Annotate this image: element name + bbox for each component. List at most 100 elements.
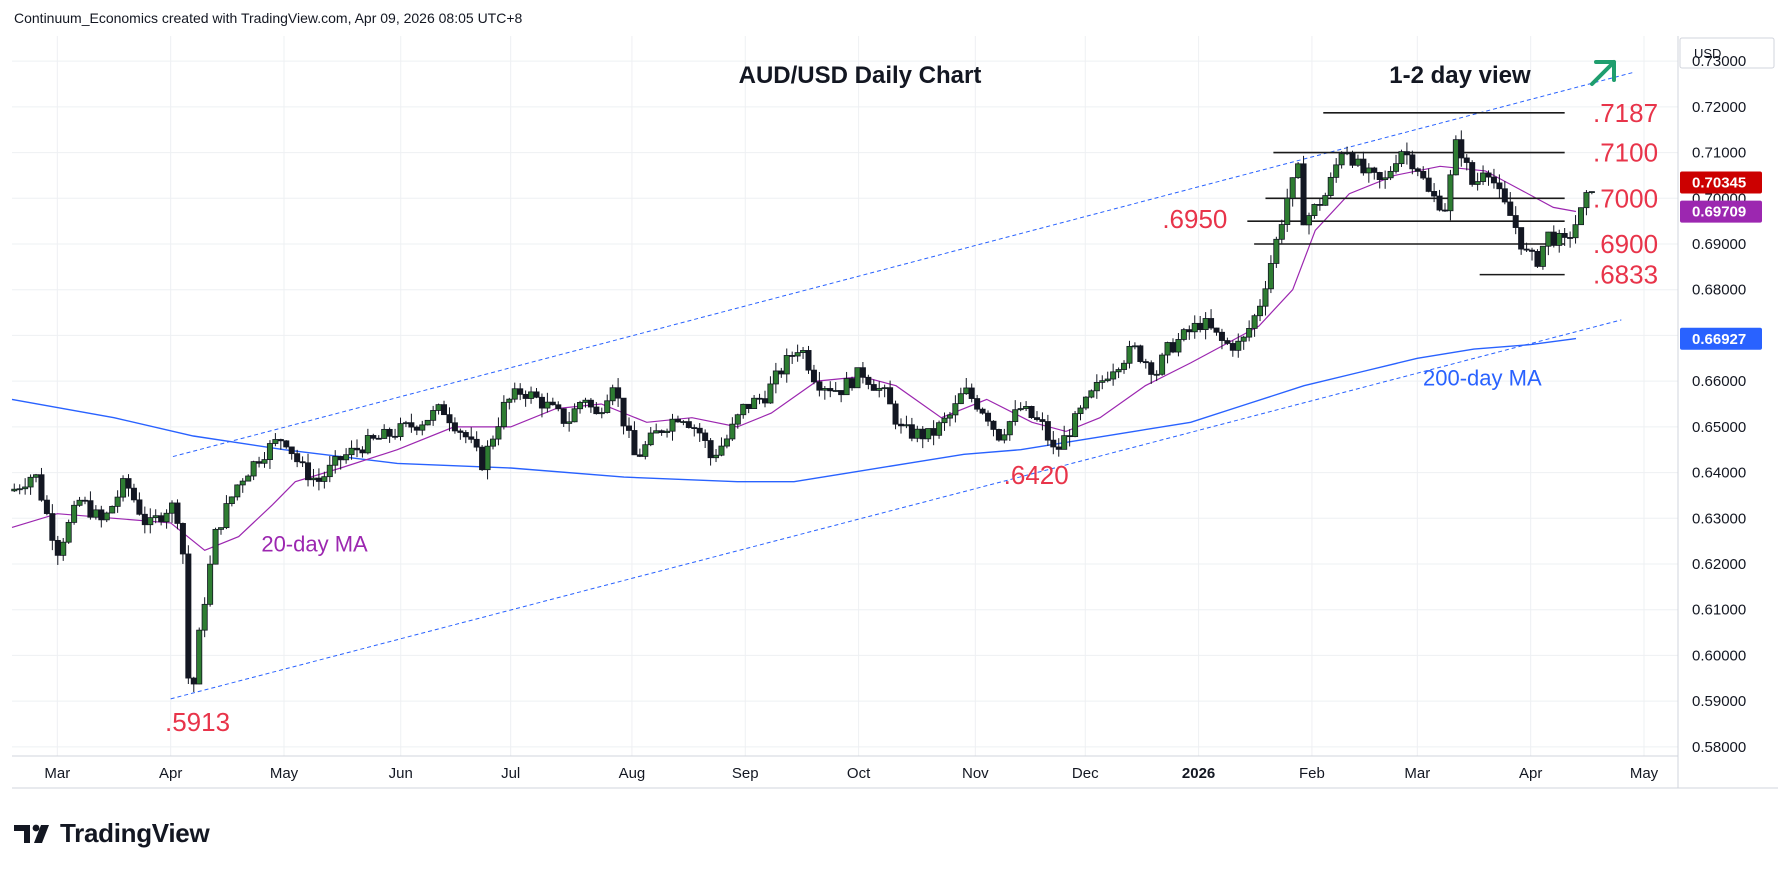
candle-up: [1295, 163, 1302, 179]
candle-down: [462, 432, 469, 438]
candle-up: [1284, 197, 1291, 225]
price-badge-label: 0.70345: [1692, 175, 1746, 192]
time-tick-label: Jul: [501, 765, 520, 782]
candle-up: [120, 478, 127, 498]
price-badge: 0.66927: [1680, 327, 1762, 350]
annotation-label: 20-day MA: [261, 532, 368, 557]
candle-up: [397, 423, 404, 438]
candle-up: [772, 370, 779, 385]
candlestick-series: [11, 130, 1595, 692]
candle-up: [566, 421, 573, 424]
candle-up: [239, 480, 246, 486]
price-axis[interactable]: USD 0.730000.720000.710000.700000.690000…: [1677, 36, 1775, 788]
candle-up: [1480, 172, 1487, 182]
candle-up: [957, 393, 964, 405]
candle-up: [1398, 151, 1405, 165]
candle-up: [1159, 354, 1166, 375]
candle-up: [881, 387, 888, 390]
annotation-label: .5913: [165, 707, 230, 737]
candle-up: [500, 401, 507, 428]
candle-up: [228, 496, 235, 504]
candle-down: [283, 440, 290, 448]
candle-down: [549, 401, 556, 406]
candle-up: [103, 512, 110, 521]
candle-down: [1148, 362, 1155, 375]
candle-down: [1529, 249, 1536, 252]
candle-down: [1458, 139, 1465, 159]
candle-down: [538, 396, 545, 409]
candle-up: [854, 367, 861, 389]
candle-up: [489, 438, 496, 447]
candle-up: [223, 503, 230, 529]
candle-down: [1229, 343, 1236, 351]
candle-down: [158, 515, 165, 523]
ma20-line: [11, 165, 1577, 551]
candle-up: [1251, 315, 1258, 329]
candle-down: [1169, 342, 1176, 353]
candle-up: [310, 477, 317, 481]
price-tick-label: 0.62000: [1692, 556, 1746, 573]
candle-up: [326, 464, 333, 478]
candle-up: [729, 423, 736, 440]
candle-up: [800, 350, 807, 353]
candle-up: [1354, 158, 1361, 166]
time-tick-label: Aug: [619, 765, 646, 782]
tradingview-brand: TradingView: [60, 818, 210, 848]
candle-up: [1311, 204, 1318, 216]
candle-down: [305, 462, 312, 481]
candle-up: [952, 403, 959, 416]
candle-down: [593, 406, 600, 415]
candle-up: [1452, 139, 1459, 176]
candle-up: [321, 476, 328, 482]
candle-up: [1115, 369, 1122, 373]
candle-up: [598, 412, 605, 415]
price-badge-bg: [1680, 171, 1762, 194]
candle-up: [1273, 238, 1280, 264]
candle-down: [522, 393, 529, 399]
candle-up: [1131, 345, 1138, 348]
candle-up: [1017, 408, 1024, 411]
candle-down: [1485, 172, 1492, 178]
price-badge: 0.69709: [1680, 200, 1762, 223]
candle-down: [1224, 340, 1231, 344]
candle-down: [1512, 215, 1519, 228]
time-tick-label: Apr: [1519, 765, 1542, 782]
candle-down: [468, 436, 475, 440]
candle-down: [1431, 191, 1438, 197]
candle-up: [1588, 191, 1595, 193]
candle-up: [1539, 245, 1546, 267]
candle-down: [707, 440, 714, 459]
price-badge-label: 0.66927: [1692, 331, 1746, 348]
price-tick-label: 0.61000: [1692, 602, 1746, 619]
candle-up: [647, 432, 654, 446]
candle-up: [1110, 371, 1117, 380]
candle-up: [1006, 421, 1013, 436]
candle-up: [1235, 340, 1242, 351]
candle-down: [990, 420, 997, 430]
candle-down: [315, 477, 322, 482]
price-tick-label: 0.72000: [1692, 99, 1746, 116]
candle-up: [163, 512, 170, 523]
candle-up: [740, 403, 747, 416]
candle-up: [207, 563, 214, 605]
candle-down: [658, 430, 665, 433]
time-tick-label: Oct: [847, 765, 871, 782]
candle-up: [272, 439, 279, 444]
candle-up: [664, 430, 671, 433]
tradingview-logo[interactable]: TradingView: [14, 818, 210, 849]
candle-down: [277, 439, 284, 442]
candle-down: [892, 403, 899, 425]
candle-down: [849, 378, 856, 389]
candle-up: [903, 424, 910, 427]
candle-down: [337, 456, 344, 461]
chart-annotations: .5913 .6420 20-day MA 200-day MA: [165, 366, 1542, 737]
tradingview-logo-icon: [14, 824, 49, 843]
candle-up: [723, 438, 730, 447]
time-axis[interactable]: Mar Apr May Jun Jul Aug Sep Oct Nov Dec 2026 Feb Mar…: [12, 755, 1778, 789]
candle-up: [1338, 153, 1345, 166]
price-tick-label: 0.68000: [1692, 282, 1746, 299]
time-tick-label: May: [1630, 765, 1659, 782]
candle-up: [1289, 177, 1296, 199]
candle-up: [734, 414, 741, 425]
